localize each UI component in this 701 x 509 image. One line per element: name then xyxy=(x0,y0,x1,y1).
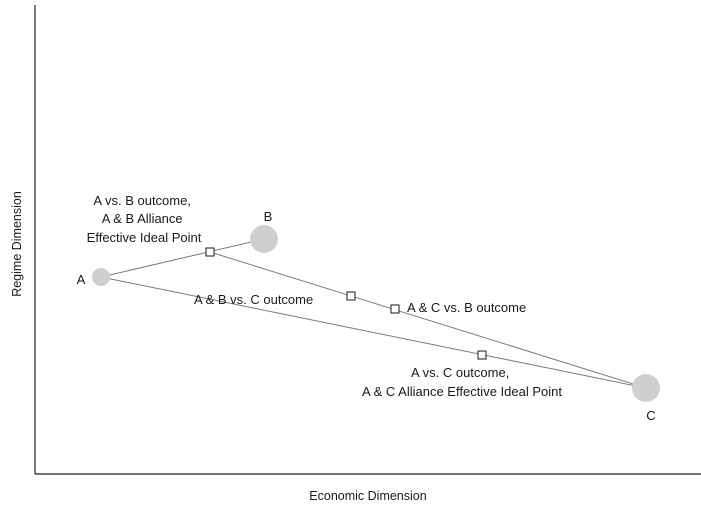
outcome-ac-label: A vs. C outcome, A & C Alliance Effectiv… xyxy=(362,365,562,399)
outcome-ab-vs-c-label: A & B vs. C outcome xyxy=(194,292,313,307)
outcome-ab-vs-c-marker xyxy=(346,291,356,301)
x-axis-title: Economic Dimension xyxy=(309,489,426,503)
segment-a-b xyxy=(100,238,265,278)
actor-a-point xyxy=(92,268,110,286)
outcome-ab-label-line-3: Effective Ideal Point xyxy=(87,230,202,245)
actor-b-label: B xyxy=(264,209,273,224)
outcome-ac-vs-b-label: A & C vs. B outcome xyxy=(407,300,526,315)
segment-a-c xyxy=(100,276,647,389)
outcome-ac-vs-b-marker xyxy=(390,304,400,314)
outcome-ab-marker xyxy=(205,247,215,257)
segment-ab-point-c xyxy=(209,251,647,389)
y-axis-title: Regime Dimension xyxy=(10,191,24,297)
actor-a-label: A xyxy=(77,272,86,287)
actor-c-point xyxy=(632,374,660,402)
outcome-ab-label: A vs. B outcome, A & B Alliance Effectiv… xyxy=(87,193,202,245)
actor-c-label: C xyxy=(646,408,655,423)
outcome-ac-marker xyxy=(477,350,487,360)
outcome-ac-label-line-2: A & C Alliance Effective Ideal Point xyxy=(362,384,562,399)
outcome-ac-label-line-1: A vs. C outcome, xyxy=(411,365,509,380)
actor-b-point xyxy=(250,225,278,253)
outcome-ab-label-line-1: A vs. B outcome, xyxy=(93,193,191,208)
outcome-ab-label-line-2: A & B Alliance xyxy=(102,211,183,226)
